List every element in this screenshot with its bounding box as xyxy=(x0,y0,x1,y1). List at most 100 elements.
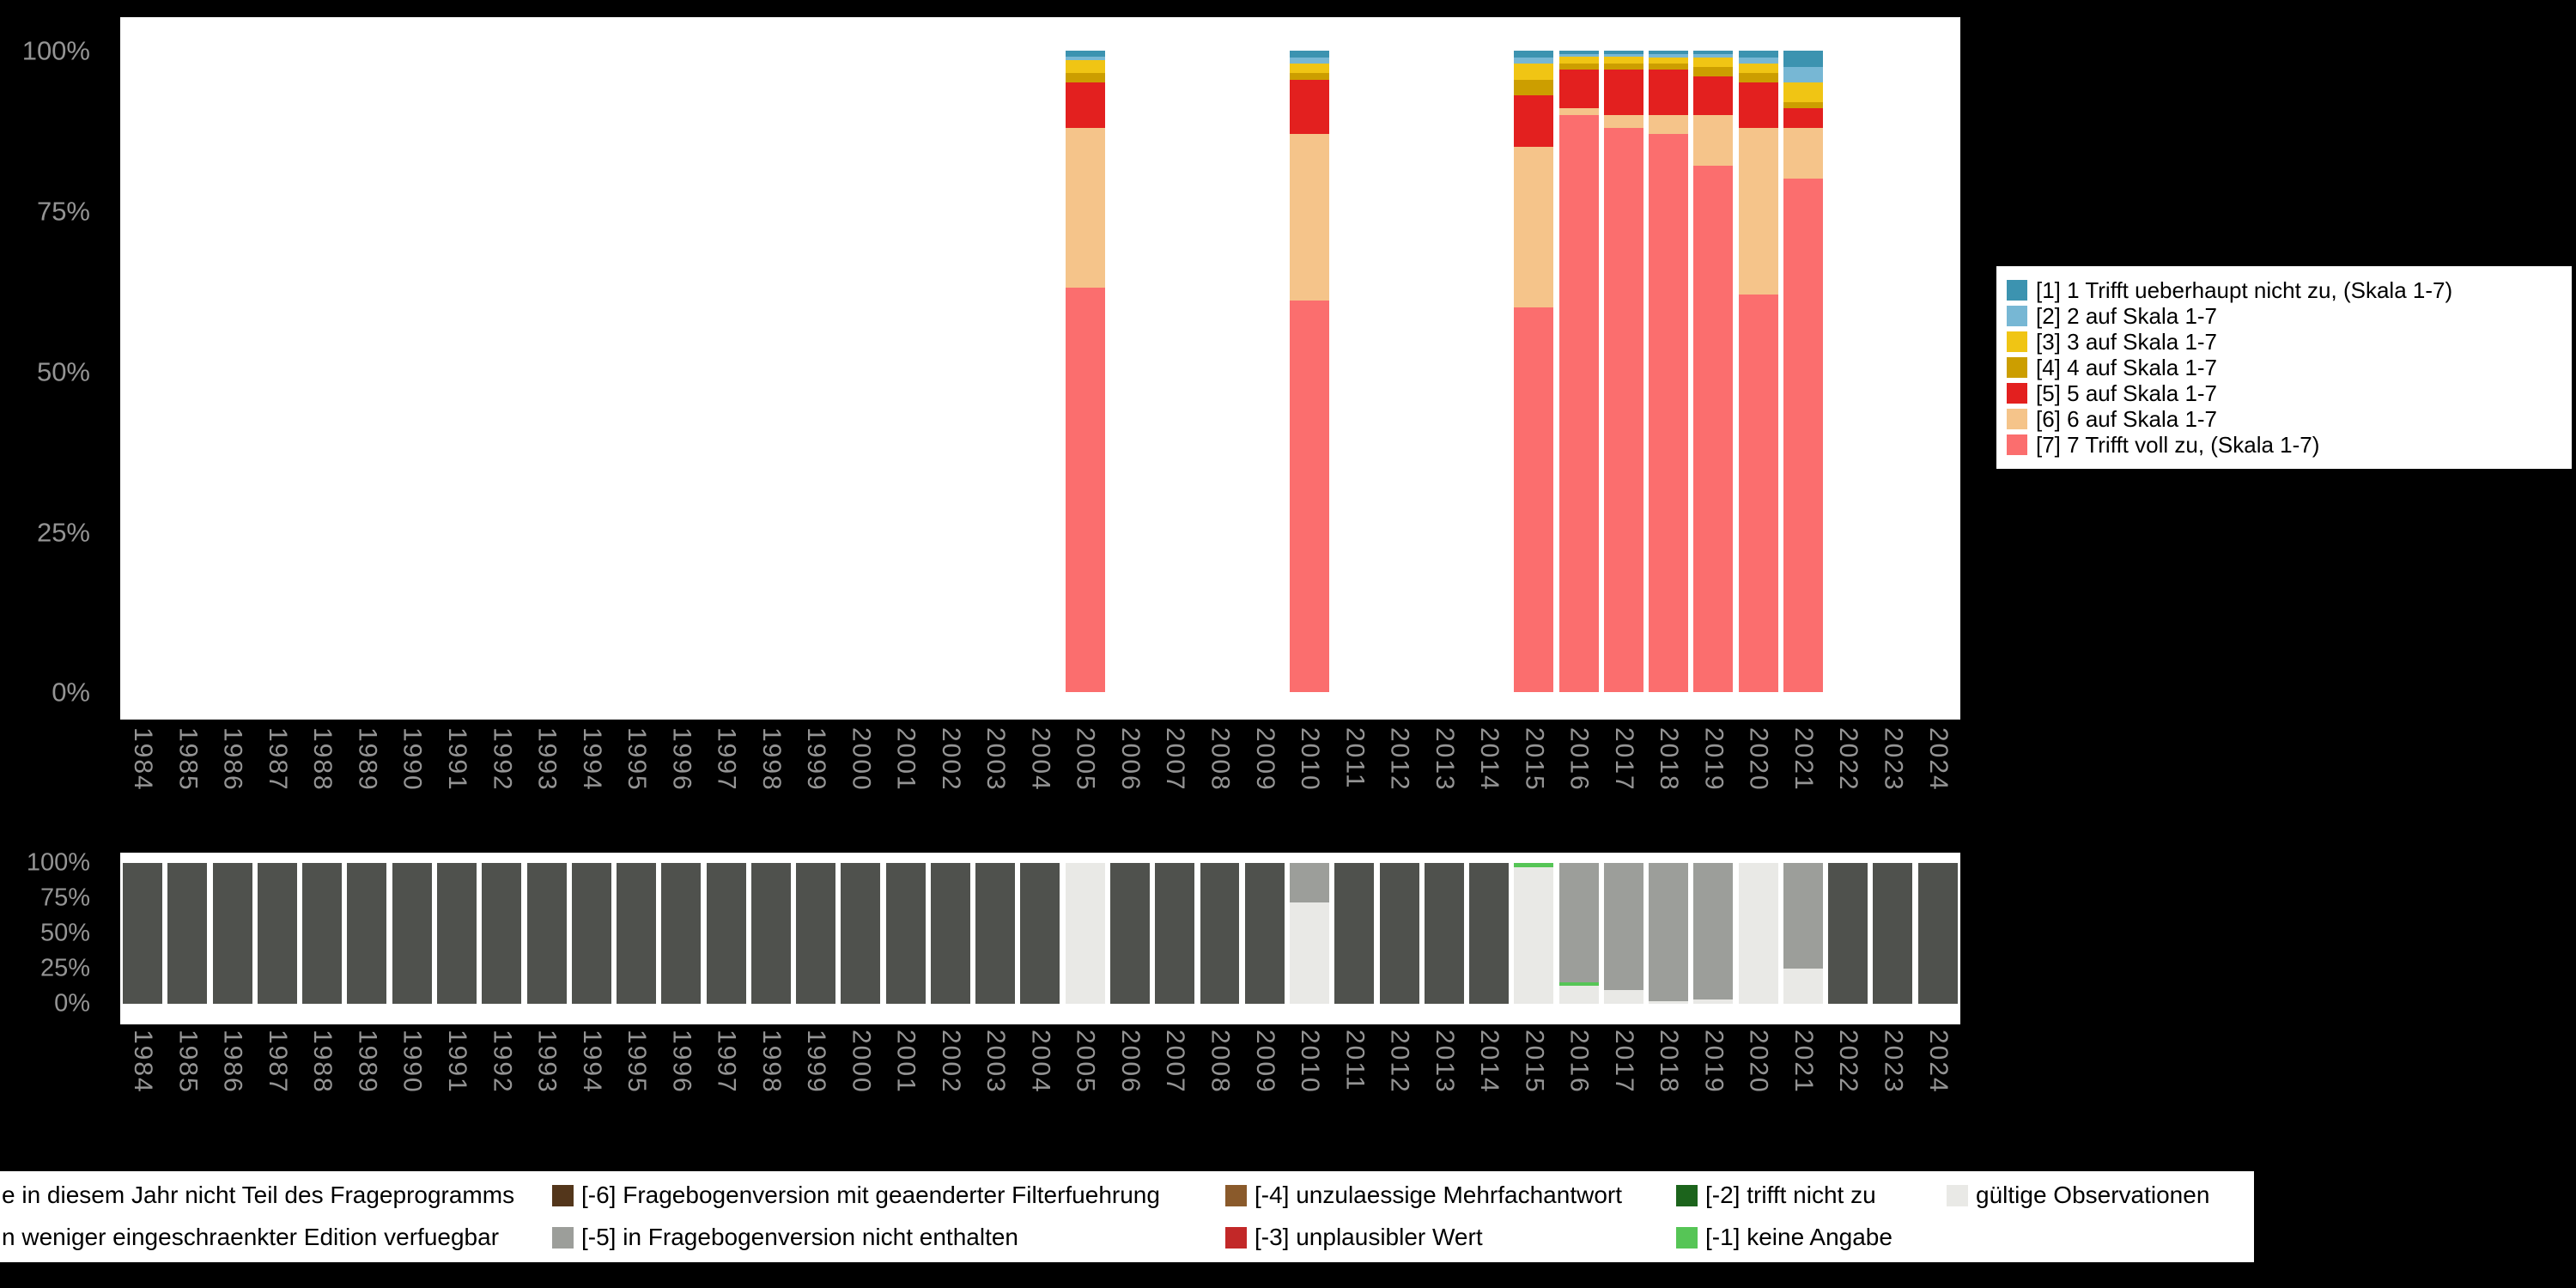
segment-s2 xyxy=(1065,57,1105,61)
x-tick-label: 2023 xyxy=(1879,1030,1908,1094)
segment-s7 xyxy=(1558,114,1599,692)
stacked-bar-1995 xyxy=(617,863,657,1004)
x-tick-2009: 2009 xyxy=(1242,727,1287,856)
segment-s5 xyxy=(1065,82,1105,128)
x-tick-2012: 2012 xyxy=(1376,1030,1421,1158)
bar-slot-1997 xyxy=(703,863,748,1004)
answers-plot-area xyxy=(120,17,1960,720)
legend-key-swatch xyxy=(2007,409,2027,429)
legend-item: [2] 2 auf Skala 1-7 xyxy=(2007,303,2561,329)
segment-s2 xyxy=(1783,66,1823,83)
bar-slot-2022 xyxy=(1826,51,1870,692)
segment-s2 xyxy=(1603,53,1643,58)
x-tick-2023: 2023 xyxy=(1870,1030,1915,1158)
x-tick-label: 1991 xyxy=(442,727,471,792)
x-tick-1991: 1991 xyxy=(434,727,479,856)
x-tick-1986: 1986 xyxy=(210,727,255,856)
bar-slot-2018 xyxy=(1646,51,1691,692)
bar-slot-2020 xyxy=(1736,51,1781,692)
x-tick-1989: 1989 xyxy=(344,727,389,856)
missings-plot-area xyxy=(120,853,1960,1024)
stacked-bar-2003 xyxy=(975,863,1016,1004)
segment-s7 xyxy=(1783,179,1823,692)
stacked-bar-1990 xyxy=(392,863,432,1004)
x-tick-2018: 2018 xyxy=(1646,727,1691,856)
x-tick-2012: 2012 xyxy=(1376,727,1421,856)
segment-s7 xyxy=(1693,166,1734,692)
bar-slot-1992 xyxy=(479,51,524,692)
segment-notpart xyxy=(706,863,746,1004)
segment-notpart xyxy=(482,863,522,1004)
x-tick-label: 2016 xyxy=(1564,727,1594,792)
segment-s5 xyxy=(1693,76,1734,115)
segment-s3 xyxy=(1514,63,1554,80)
x-tick-label: 1994 xyxy=(577,1030,606,1094)
bar-slot-2000 xyxy=(838,51,883,692)
x-tick-label: 2003 xyxy=(981,727,1011,792)
segment-notpart xyxy=(1873,863,1913,1004)
legend-item-label: [4] 4 auf Skala 1-7 xyxy=(2036,354,2218,380)
legend-item-label: [1] 1 Trifft ueberhaupt nicht zu, (Skala… xyxy=(2036,276,2453,303)
stacked-bar-2020 xyxy=(1738,863,1778,1004)
x-tick-label: 1986 xyxy=(218,727,247,792)
segment-s6 xyxy=(1290,134,1330,301)
segment-notpart xyxy=(167,863,208,1004)
x-tick-2020: 2020 xyxy=(1736,727,1781,856)
x-tick-label: 2017 xyxy=(1609,727,1638,792)
x-tick-2021: 2021 xyxy=(1781,1030,1826,1158)
bar-slot-1984 xyxy=(120,51,165,692)
segment-notpart xyxy=(1109,863,1150,1004)
stacked-bar-1989 xyxy=(347,863,387,1004)
bar-slot-2013 xyxy=(1422,51,1467,692)
stacked-bar-2000 xyxy=(841,863,881,1004)
y-tick-label: 25% xyxy=(39,954,90,982)
segment-s6 xyxy=(1065,127,1105,289)
x-tick-label: 2008 xyxy=(1206,727,1235,792)
bar-slot-2024 xyxy=(1916,51,1960,692)
bar-slot-1984 xyxy=(120,863,165,1004)
bar-slot-2011 xyxy=(1332,863,1376,1004)
x-tick-label: 2008 xyxy=(1206,1030,1235,1094)
bar-slot-2023 xyxy=(1870,51,1915,692)
bar-slot-2010 xyxy=(1287,863,1332,1004)
x-tick-label: 2005 xyxy=(1071,1030,1100,1094)
x-tick-label: 2000 xyxy=(847,727,876,792)
segment-notpart xyxy=(392,863,432,1004)
x-tick-label: 2021 xyxy=(1789,727,1818,792)
x-tick-label: 2018 xyxy=(1655,1030,1684,1094)
missing-legend-item: n weniger eingeschraenkter Edition verfu… xyxy=(0,1220,499,1255)
missing-legend-item: e in diesem Jahr nicht Teil des Fragepro… xyxy=(0,1178,514,1212)
x-tick-label: 2006 xyxy=(1115,1030,1145,1094)
segment-s7 xyxy=(1738,294,1778,692)
segment-valid xyxy=(1603,989,1643,1004)
x-tick-label: 2021 xyxy=(1789,1030,1818,1094)
legend-key-swatch xyxy=(1225,1184,1247,1206)
x-tick-2004: 2004 xyxy=(1018,727,1062,856)
x-tick-label: 2007 xyxy=(1161,727,1190,792)
bar-slot-2017 xyxy=(1601,863,1646,1004)
bar-slot-2012 xyxy=(1376,51,1421,692)
stacked-bar-2006 xyxy=(1109,863,1150,1004)
bar-slot-2009 xyxy=(1242,51,1287,692)
x-tick-2015: 2015 xyxy=(1511,727,1556,856)
legend-key-swatch xyxy=(552,1226,574,1249)
legend-key-swatch xyxy=(2007,383,2027,404)
segment-valid xyxy=(1738,863,1778,1004)
legend-item: [4] 4 auf Skala 1-7 xyxy=(2007,355,2561,380)
segment-s6 xyxy=(1693,114,1734,167)
bar-slot-2005 xyxy=(1063,863,1108,1004)
x-tick-2022: 2022 xyxy=(1826,1030,1870,1158)
bar-slot-1988 xyxy=(300,51,344,692)
stacked-bar-2015 xyxy=(1514,863,1554,1004)
bar-slot-1990 xyxy=(390,863,434,1004)
stacked-bar-1984 xyxy=(123,863,163,1004)
y-tick-label: 100% xyxy=(21,35,90,66)
x-tick-2013: 2013 xyxy=(1422,727,1467,856)
stacked-bar-1993 xyxy=(526,863,567,1004)
x-tick-label: 2024 xyxy=(1923,1030,1953,1094)
bar-slot-2023 xyxy=(1870,863,1915,1004)
segment-s7 xyxy=(1603,127,1643,692)
bar-slot-2003 xyxy=(973,863,1018,1004)
stacked-bar-2008 xyxy=(1200,863,1240,1004)
segment-notpart xyxy=(1200,863,1240,1004)
